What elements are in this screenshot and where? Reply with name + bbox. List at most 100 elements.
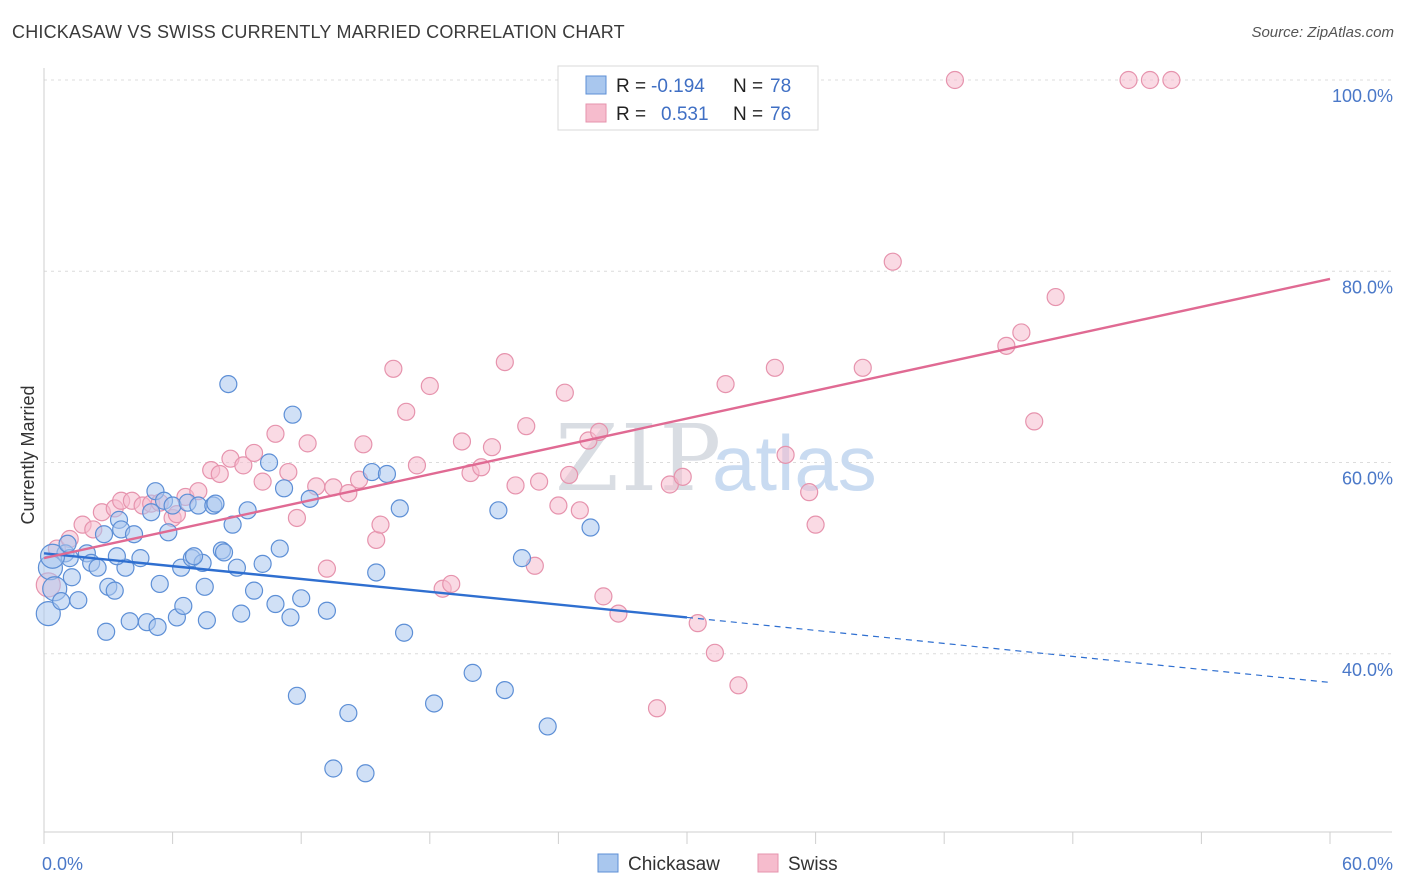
swiss-point bbox=[1162, 70, 1181, 90]
swiss-point bbox=[495, 352, 514, 372]
chickasaw-point bbox=[232, 604, 251, 623]
watermark-zip: ZIP bbox=[555, 405, 723, 512]
legend-r-value-swiss: 0.531 bbox=[661, 104, 709, 125]
swiss-point bbox=[397, 402, 416, 421]
chickasaw-point bbox=[390, 499, 409, 518]
swiss-point bbox=[945, 70, 965, 90]
chickasaw-point bbox=[274, 479, 294, 498]
y-tick-label: 60.0% bbox=[1342, 469, 1393, 489]
chickasaw-point bbox=[266, 594, 285, 614]
chickasaw-trend-line bbox=[43, 552, 688, 619]
bottom-legend: Chickasaw Swiss bbox=[597, 853, 838, 875]
swiss-point bbox=[234, 456, 253, 475]
swiss-point bbox=[800, 483, 819, 502]
y-tick-label: 100.0% bbox=[1332, 86, 1393, 106]
swiss-point bbox=[279, 462, 298, 482]
y-tick-labels: 40.0% 60.0% 80.0% 100.0% bbox=[1332, 86, 1393, 680]
chickasaw-point bbox=[148, 617, 167, 637]
swiss-point bbox=[997, 336, 1016, 355]
swiss-point bbox=[673, 467, 692, 486]
chickasaw-point bbox=[174, 596, 193, 616]
swiss-point bbox=[765, 358, 784, 377]
chickasaw-point bbox=[94, 525, 114, 544]
legend-n-value-chickasaw: 78 bbox=[770, 76, 791, 97]
swiss-point bbox=[420, 376, 439, 396]
swiss-point bbox=[853, 358, 872, 377]
chickasaw-point bbox=[362, 462, 382, 482]
trend-lines bbox=[43, 277, 1331, 684]
swiss-point bbox=[1046, 287, 1065, 307]
chickasaw-point bbox=[219, 374, 238, 394]
chickasaw-point bbox=[206, 494, 225, 513]
bottom-legend-label-chickasaw: Chickasaw bbox=[628, 854, 720, 875]
swiss-point bbox=[776, 445, 795, 464]
swiss-point bbox=[407, 456, 427, 475]
swiss-trend-line bbox=[43, 277, 1331, 560]
chickasaw-point bbox=[292, 589, 311, 608]
swiss-point bbox=[1012, 323, 1031, 342]
swiss-point bbox=[452, 432, 472, 451]
legend-swatch-chickasaw bbox=[585, 75, 607, 95]
legend-n-value-swiss: 76 bbox=[770, 104, 791, 125]
grid-lines bbox=[44, 79, 1392, 655]
swiss-point bbox=[354, 435, 373, 454]
chickasaw-point bbox=[339, 703, 358, 723]
chickasaw-point bbox=[184, 547, 204, 566]
swiss-point bbox=[244, 443, 264, 463]
chickasaw-point bbox=[356, 764, 375, 783]
chickasaw-point bbox=[394, 623, 414, 642]
swiss-point bbox=[1025, 412, 1044, 431]
chickasaw-point bbox=[244, 581, 264, 600]
bottom-legend-swatch-chickasaw bbox=[597, 853, 619, 873]
chickasaw-point bbox=[97, 622, 116, 641]
chickasaw-point bbox=[495, 680, 514, 700]
chickasaw-point bbox=[367, 563, 386, 582]
swiss-point bbox=[506, 476, 525, 495]
swiss-point bbox=[806, 515, 825, 534]
chickasaw-point bbox=[281, 608, 300, 627]
chickasaw-point bbox=[197, 611, 216, 630]
swiss-point bbox=[549, 496, 568, 515]
bottom-legend-label-swiss: Swiss bbox=[788, 854, 838, 875]
chickasaw-point bbox=[120, 612, 139, 631]
swiss-point bbox=[210, 464, 229, 484]
chickasaw-point bbox=[214, 543, 234, 562]
swiss-point bbox=[517, 417, 536, 436]
chickasaw-point bbox=[324, 759, 343, 778]
x-tick-label: 60.0% bbox=[1342, 854, 1393, 874]
chickasaw-point bbox=[163, 496, 182, 515]
chickasaw-point bbox=[377, 464, 397, 484]
swiss-point bbox=[287, 508, 307, 528]
watermark-atlas: atlas bbox=[712, 419, 877, 507]
x-tick-labels: 0.0% 60.0% bbox=[42, 854, 1393, 874]
chickasaw-point bbox=[105, 581, 124, 600]
chickasaw-point bbox=[512, 549, 532, 568]
legend-n-label-chickasaw: N = bbox=[733, 76, 763, 97]
chickasaw-point bbox=[253, 554, 272, 573]
y-tick-label: 80.0% bbox=[1342, 277, 1393, 297]
chickasaw-point bbox=[150, 574, 169, 594]
chickasaw-point bbox=[35, 600, 61, 627]
chickasaw-point bbox=[489, 501, 508, 520]
axes bbox=[43, 68, 1392, 844]
swiss-point bbox=[1140, 70, 1160, 90]
chickasaw-point bbox=[581, 518, 600, 537]
legend-r-label-chickasaw: R = bbox=[616, 76, 646, 97]
chickasaw-point bbox=[287, 686, 307, 705]
chickasaw-point bbox=[463, 663, 482, 682]
swiss-point bbox=[371, 515, 390, 534]
chickasaw-point bbox=[538, 717, 557, 736]
chickasaw-point bbox=[69, 591, 88, 610]
swiss-point bbox=[609, 604, 628, 623]
swiss-point bbox=[317, 559, 337, 578]
legend-swatch-swiss bbox=[585, 103, 607, 123]
chickasaw-point bbox=[317, 601, 337, 620]
chickasaw-point bbox=[52, 592, 71, 611]
swiss-point bbox=[367, 530, 386, 550]
legend: R = -0.194 N = 78 R = 0.531 N = 76 bbox=[557, 65, 819, 131]
swiss-point bbox=[384, 359, 403, 378]
chickasaw-point bbox=[88, 558, 107, 577]
watermark: ZIP atlas bbox=[555, 405, 877, 512]
chickasaw-point bbox=[270, 539, 289, 558]
swiss-point bbox=[253, 472, 272, 491]
